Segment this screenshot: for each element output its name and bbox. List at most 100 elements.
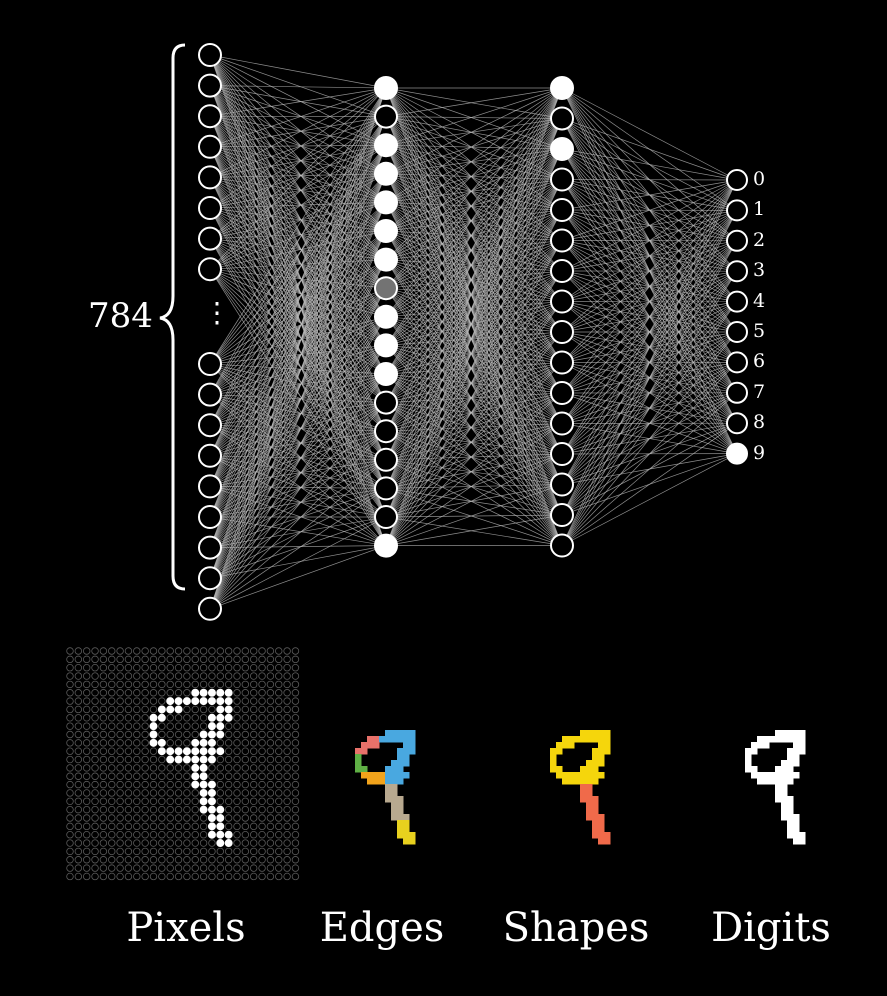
connection-line bbox=[385, 345, 563, 485]
connection-line bbox=[385, 240, 563, 546]
pixel-cell bbox=[82, 739, 91, 747]
pixel-cell bbox=[99, 864, 108, 872]
pixel-cell bbox=[199, 822, 208, 831]
connection-line bbox=[385, 144, 563, 180]
input-ellipsis: ⋮ bbox=[203, 296, 231, 329]
connection-line bbox=[209, 373, 387, 518]
pixel-cell bbox=[116, 714, 124, 722]
connection-line bbox=[385, 148, 563, 460]
connection-line bbox=[209, 287, 387, 395]
connection-line bbox=[385, 373, 563, 485]
connection-line bbox=[385, 287, 563, 363]
connection-line bbox=[209, 116, 387, 487]
connection-line bbox=[385, 144, 563, 302]
pixel-cell bbox=[291, 780, 300, 789]
connection-line bbox=[209, 316, 387, 609]
pixel-cell bbox=[275, 747, 283, 755]
pixel-cell bbox=[133, 772, 141, 780]
connection-line bbox=[209, 87, 387, 487]
pixel-cell bbox=[275, 672, 283, 680]
connection-line bbox=[209, 173, 387, 395]
pixel-cell bbox=[66, 797, 74, 805]
pixel-cell bbox=[291, 856, 300, 864]
connection-line bbox=[209, 486, 387, 489]
pixel-cell bbox=[249, 805, 258, 814]
digit-pixel bbox=[775, 730, 782, 737]
pixel-cell bbox=[141, 697, 149, 705]
pixel-cell bbox=[133, 672, 141, 680]
pixel-cell bbox=[283, 739, 291, 747]
pixel-cell bbox=[183, 847, 191, 856]
pixel-cell bbox=[141, 714, 149, 722]
connection-line bbox=[209, 287, 387, 426]
pixel-cell bbox=[283, 814, 291, 822]
pixel-cell bbox=[82, 755, 91, 764]
pixel-cell bbox=[249, 764, 258, 772]
pixel-cell bbox=[183, 805, 191, 814]
pixel-cell bbox=[116, 697, 124, 705]
shape-segment bbox=[574, 736, 581, 743]
pixel-cell bbox=[207, 713, 216, 722]
pixel-cell bbox=[166, 831, 174, 839]
pixel-cell bbox=[166, 689, 174, 697]
pixel-cell bbox=[199, 714, 208, 722]
connection-line bbox=[209, 516, 387, 548]
pixel-cell bbox=[191, 789, 199, 797]
pixel-cell bbox=[99, 697, 108, 705]
connection-line bbox=[209, 345, 387, 579]
pixel-cell bbox=[158, 797, 166, 805]
pixel-cell bbox=[191, 647, 199, 655]
pixel-cell bbox=[174, 714, 183, 722]
connection-line bbox=[385, 270, 563, 346]
pixel-cell bbox=[207, 722, 216, 731]
connection-line bbox=[561, 331, 738, 546]
pixel-cell bbox=[191, 831, 199, 839]
output-neuron bbox=[726, 290, 748, 313]
connection-line bbox=[209, 207, 387, 260]
pixel-cell bbox=[258, 664, 266, 672]
shape-segment bbox=[580, 766, 587, 773]
connection-line bbox=[385, 331, 563, 346]
pixel-cell bbox=[158, 839, 166, 847]
pixel-cell bbox=[82, 664, 91, 672]
pixel-cell bbox=[249, 722, 258, 730]
pixel-cell bbox=[275, 755, 283, 764]
pixel-cell bbox=[283, 697, 291, 705]
pixel-cell bbox=[116, 839, 124, 847]
edge-segment bbox=[385, 778, 392, 785]
pixel-cell bbox=[216, 747, 225, 756]
pixel-cell bbox=[224, 680, 233, 689]
connection-line bbox=[561, 301, 738, 546]
pixel-cell bbox=[224, 713, 233, 722]
connection-line bbox=[385, 316, 563, 485]
pixel-cell bbox=[158, 789, 166, 797]
pixel-cell bbox=[283, 755, 291, 764]
digit-pixel bbox=[781, 760, 788, 767]
connection-line bbox=[209, 268, 387, 375]
pixel-cell bbox=[283, 780, 291, 789]
pixel-cell bbox=[199, 856, 208, 864]
pixel-cell bbox=[82, 705, 91, 714]
connection-line bbox=[209, 173, 387, 487]
pixel-cell bbox=[174, 797, 183, 805]
connection-line bbox=[561, 179, 738, 485]
connection-line bbox=[209, 87, 387, 609]
pixel-cell bbox=[82, 672, 91, 680]
pixel-cell bbox=[82, 839, 91, 847]
connection-line bbox=[385, 87, 563, 489]
pixel-cell bbox=[174, 805, 183, 814]
connection-line bbox=[209, 207, 387, 346]
connection-line bbox=[209, 455, 387, 489]
pixel-cell bbox=[266, 747, 275, 755]
hidden-neuron bbox=[374, 190, 398, 215]
shape-segment bbox=[580, 790, 587, 797]
pixel-cell bbox=[158, 730, 166, 739]
output-digit-label: 4 bbox=[753, 289, 766, 312]
pixel-cell bbox=[91, 705, 99, 714]
pixel-cell bbox=[208, 864, 216, 872]
pixel-cell bbox=[158, 689, 166, 697]
output-digit-label: 7 bbox=[753, 380, 766, 403]
output-digit-label: 1 bbox=[753, 198, 766, 221]
digit-pixel bbox=[757, 742, 764, 749]
pixel-cell bbox=[82, 780, 91, 789]
